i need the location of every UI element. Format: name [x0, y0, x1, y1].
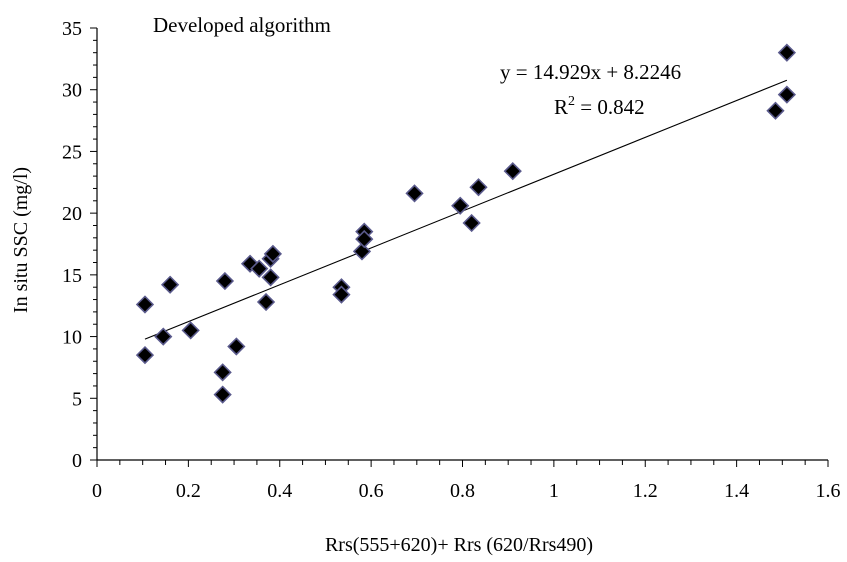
data-point	[503, 162, 522, 181]
x-tick-label: 1	[549, 480, 559, 502]
y-tick-label: 5	[72, 388, 82, 410]
data-point	[250, 259, 269, 278]
data-point	[256, 292, 276, 312]
data-point	[135, 295, 155, 314]
r-squared-prefix: R	[554, 95, 568, 119]
data-point	[135, 345, 155, 365]
y-tick-label: 30	[62, 80, 82, 102]
x-tick-label: 0.2	[176, 480, 201, 502]
plot-area: 0 0.2 0.4 0.6 0.8 1 1.2 1.4 1.6 0 5 10 15 20 25 30 35	[62, 18, 841, 502]
data-point	[263, 244, 283, 264]
r-squared-value: = 0.842	[575, 95, 645, 119]
trend-line	[144, 79, 788, 340]
data-point	[261, 268, 280, 287]
r-squared-superscript: 2	[568, 94, 575, 109]
trendline-equation: y = 14.929x + 8.2246	[500, 60, 681, 84]
x-tick-labels: 0 0.2 0.4 0.6 0.8 1 1.2 1.4 1.6	[92, 480, 841, 502]
data-point	[766, 101, 785, 120]
data-point	[181, 321, 200, 340]
data-point	[777, 85, 797, 104]
data-point	[405, 184, 424, 203]
data-point	[160, 275, 180, 294]
x-axis-title: Rrs(555+620)+ Rrs (620/Rrs490)	[325, 534, 593, 556]
data-point	[154, 327, 173, 346]
y-tick-labels: 0 5 10 15 20 25 30 35	[62, 18, 82, 472]
x-tick-label: 1.2	[633, 480, 658, 502]
data-point	[777, 43, 797, 62]
y-tick-label: 15	[62, 265, 82, 287]
data-point	[469, 178, 488, 197]
y-tick-label: 20	[62, 203, 82, 225]
x-tick-label: 0.4	[267, 480, 292, 502]
y-tick-label: 0	[72, 450, 82, 472]
x-tick-label: 1.4	[724, 480, 749, 502]
x-ticks	[96, 460, 829, 467]
data-point	[213, 363, 232, 382]
data-point	[332, 285, 351, 304]
y-tick-label: 35	[62, 18, 82, 40]
data-point	[352, 242, 372, 261]
x-tick-label: 0	[92, 480, 102, 502]
y-ticks	[90, 27, 97, 461]
y-axis-title: In situ SSC (mg/l)	[10, 167, 32, 313]
x-tick-label: 1.6	[816, 480, 841, 502]
x-tick-label: 0.6	[359, 480, 384, 502]
data-point	[213, 385, 232, 404]
data-point	[462, 213, 481, 233]
y-tick-label: 10	[62, 327, 82, 349]
data-point	[227, 337, 246, 356]
y-tick-label: 25	[62, 141, 82, 163]
x-tick-label: 0.8	[450, 480, 475, 502]
r-squared-label: R2 = 0.842	[554, 94, 645, 119]
data-points	[135, 43, 797, 404]
chart-title: Developed algorithm	[153, 13, 331, 37]
data-point	[215, 271, 235, 291]
data-point	[451, 196, 470, 215]
data-point	[355, 229, 374, 249]
